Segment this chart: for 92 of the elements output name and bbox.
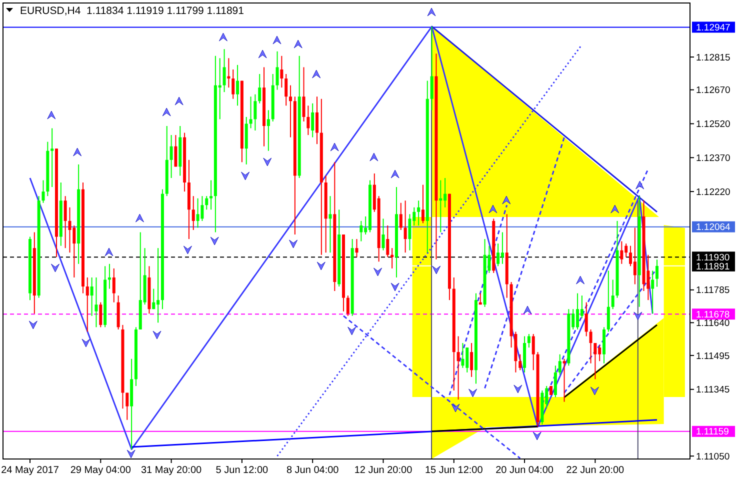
candlestick bbox=[355, 238, 358, 258]
y-tick-label: 1.12520 bbox=[696, 119, 730, 130]
ref-line-label: 1.11678 bbox=[696, 309, 730, 320]
candlestick bbox=[42, 180, 45, 204]
candlestick bbox=[289, 84, 292, 138]
x-tick-label: 29 May 04:00 bbox=[70, 465, 132, 476]
candlestick bbox=[500, 232, 504, 264]
candlestick bbox=[527, 333, 530, 348]
candlestick bbox=[249, 96, 252, 129]
candlestick bbox=[276, 50, 279, 90]
candlestick bbox=[620, 240, 624, 264]
x-tick-label: 12 Jun 20:00 bbox=[354, 465, 413, 476]
candlestick bbox=[126, 392, 129, 420]
candlestick bbox=[266, 110, 270, 152]
candlestick bbox=[386, 224, 390, 258]
candlestick bbox=[254, 94, 257, 132]
candlestick bbox=[99, 302, 102, 328]
candlestick bbox=[554, 365, 557, 398]
candlestick bbox=[112, 268, 116, 303]
candlestick bbox=[532, 333, 535, 371]
x-tick-label: 20 Jun 04:00 bbox=[496, 465, 554, 476]
candlestick bbox=[280, 55, 284, 88]
ref-line-label: 1.11159 bbox=[696, 426, 729, 438]
candlestick bbox=[192, 196, 195, 230]
candlestick bbox=[68, 206, 72, 254]
y-tick-label: 1.12815 bbox=[696, 52, 730, 64]
y-tick-label: 1.11345 bbox=[696, 384, 730, 396]
candlestick bbox=[399, 202, 402, 230]
candlestick bbox=[404, 200, 407, 254]
candlestick bbox=[284, 73, 288, 106]
candlestick bbox=[64, 196, 67, 249]
candlestick bbox=[456, 336, 460, 400]
candlestick bbox=[50, 128, 54, 188]
x-tick-label: 24 May 2017 bbox=[1, 465, 60, 476]
candlestick bbox=[196, 198, 200, 228]
candlestick bbox=[152, 288, 156, 310]
x-tick-label: 5 Jun 12:00 bbox=[216, 465, 269, 476]
candlestick bbox=[382, 218, 385, 251]
candlestick bbox=[316, 96, 319, 145]
candlestick bbox=[421, 184, 424, 224]
candlestick bbox=[594, 342, 597, 380]
y-tick-label: 1.11640 bbox=[696, 318, 730, 329]
candlestick bbox=[200, 196, 204, 222]
y-tick-label: 1.11495 bbox=[696, 350, 730, 362]
candlestick bbox=[633, 227, 636, 285]
candlestick bbox=[518, 354, 522, 371]
y-tick-label: 1.12670 bbox=[696, 85, 730, 96]
candlestick bbox=[236, 64, 240, 106]
candlestick bbox=[302, 66, 306, 122]
candlestick bbox=[174, 134, 178, 168]
candlestick bbox=[562, 358, 566, 402]
candlestick bbox=[606, 270, 610, 332]
ref-line-label: 1.11930 bbox=[696, 252, 730, 264]
candlestick bbox=[346, 295, 350, 316]
candlestick bbox=[611, 279, 614, 310]
candlestick bbox=[94, 276, 98, 328]
candlestick bbox=[86, 276, 89, 332]
candlestick bbox=[656, 259, 658, 288]
chart-title: EURUSD,H4 1.11834 1.11919 1.11799 1.11891 bbox=[20, 5, 244, 17]
ref-line-label: 1.11891 bbox=[696, 261, 730, 272]
y-tick-label: 1.11785 bbox=[696, 285, 730, 296]
ref-line-label: 1.12947 bbox=[696, 22, 730, 34]
candlestick bbox=[232, 68, 235, 100]
candlestick bbox=[222, 48, 226, 93]
x-tick-label: 22 Jun 20:00 bbox=[566, 465, 625, 476]
candlestick bbox=[90, 276, 94, 316]
candlestick bbox=[651, 270, 654, 314]
candlestick bbox=[210, 180, 213, 210]
candlestick bbox=[306, 105, 310, 136]
x-tick-label: 31 May 20:00 bbox=[140, 465, 202, 476]
y-tick-label: 1.11050 bbox=[696, 451, 730, 462]
y-tick-label: 1.12370 bbox=[696, 152, 730, 164]
candlestick bbox=[311, 102, 314, 138]
candlestick bbox=[360, 220, 363, 242]
ref-line-label: 1.12064 bbox=[696, 222, 730, 234]
candlestick bbox=[328, 196, 332, 254]
candlestick bbox=[584, 302, 588, 337]
candlestick bbox=[496, 243, 500, 267]
candlestick bbox=[258, 73, 262, 104]
candlestick bbox=[461, 342, 464, 368]
y-tick-label: 1.12220 bbox=[696, 186, 730, 198]
candlestick bbox=[170, 134, 173, 178]
candlestick bbox=[205, 196, 208, 210]
candlestick bbox=[589, 328, 592, 364]
candlestick bbox=[430, 26, 434, 111]
candlestick bbox=[227, 58, 230, 88]
candlestick bbox=[408, 214, 412, 251]
candlestick bbox=[470, 342, 474, 378]
x-tick-label: 15 Jun 12:00 bbox=[424, 465, 484, 476]
candlestick bbox=[417, 200, 420, 226]
x-tick-label: 8 Jun 04:00 bbox=[286, 465, 340, 476]
candlestick bbox=[558, 354, 562, 376]
